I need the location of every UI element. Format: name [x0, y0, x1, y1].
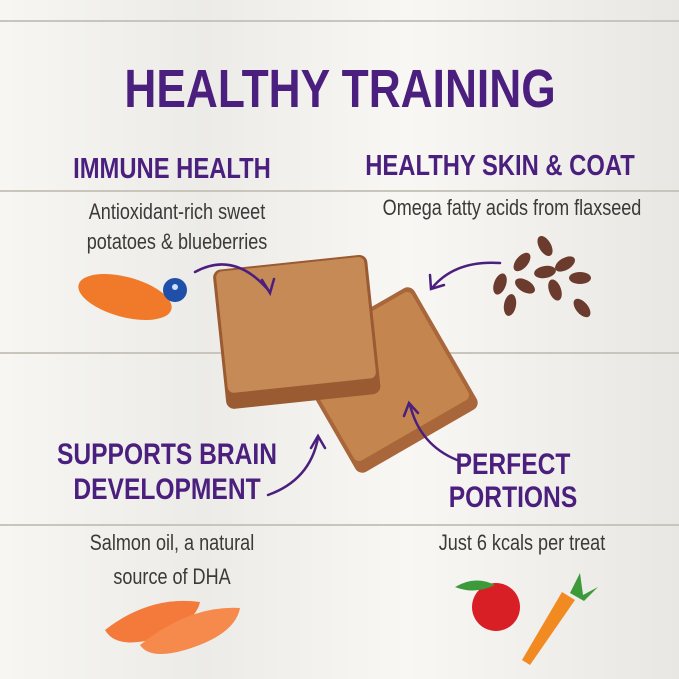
- skin-line-1: Omega fatty acids from flaxseed: [382, 195, 642, 220]
- immune-line-2: potatoes & blueberries: [86, 229, 268, 254]
- brain-line-1: Salmon oil, a natural: [89, 530, 255, 555]
- page-title: HEALTHY TRAINING: [124, 59, 556, 119]
- apple-icon: [455, 580, 520, 631]
- arrow-skin: [430, 261, 502, 290]
- arrow-immune: [193, 263, 272, 294]
- arrow-portions: [408, 403, 459, 462]
- portions-heading-2: PORTIONS: [448, 481, 578, 514]
- brain-heading-1: SUPPORTS BRAIN: [56, 438, 278, 471]
- carrot-icon: [522, 573, 598, 665]
- arrow-brain: [266, 436, 320, 497]
- immune-line-1: Antioxidant-rich sweet: [88, 199, 266, 224]
- portions-line-1: Just 6 kcals per treat: [438, 530, 606, 555]
- salmon-icon: [105, 600, 240, 654]
- portions-heading-1: PERFECT: [455, 448, 571, 481]
- brain-heading-2: DEVELOPMENT: [73, 473, 261, 506]
- blueberry-icon: [163, 278, 187, 302]
- brain-line-2: source of DHA: [113, 564, 231, 589]
- skin-heading: HEALTHY SKIN & COAT: [365, 150, 635, 182]
- flaxseed-icon: [493, 236, 591, 318]
- immune-heading: IMMUNE HEALTH: [73, 153, 271, 185]
- treat-front: [213, 254, 381, 409]
- sweet-potato-icon: [78, 274, 172, 320]
